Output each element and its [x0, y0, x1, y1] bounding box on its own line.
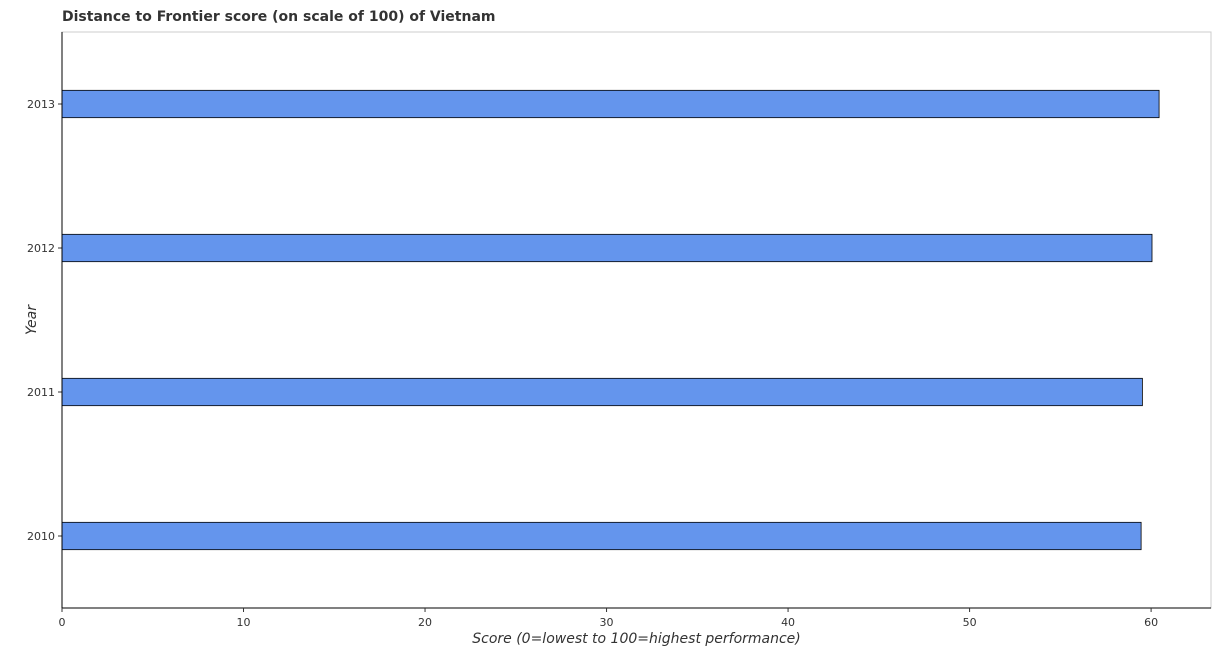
x-tick-label-30: 30	[600, 616, 614, 629]
bar-2010	[61, 521, 1142, 551]
x-tick-label-0: 0	[59, 616, 66, 629]
x-axis-label: Score (0=lowest to 100=highest performan…	[472, 631, 801, 647]
x-tick-label-50: 50	[963, 616, 977, 629]
plot-frame	[61, 31, 1212, 609]
x-tick-label-20: 20	[418, 616, 432, 629]
y-axis-label: Year	[24, 304, 40, 335]
y-tick-label-2010: 2010	[27, 530, 55, 543]
bar-2013	[61, 89, 1160, 119]
x-tick-label-40: 40	[781, 616, 795, 629]
y-tick-label-2011: 2011	[27, 386, 55, 399]
x-tick-label-10: 10	[237, 616, 251, 629]
y-tick-label-2013: 2013	[27, 98, 55, 111]
bar-2012	[61, 233, 1153, 263]
bar-2011	[61, 377, 1143, 407]
y-tick-label-2012: 2012	[27, 242, 55, 255]
x-tick-label-60: 60	[1144, 616, 1158, 629]
chart-title: Distance to Frontier score (on scale of …	[62, 9, 496, 25]
